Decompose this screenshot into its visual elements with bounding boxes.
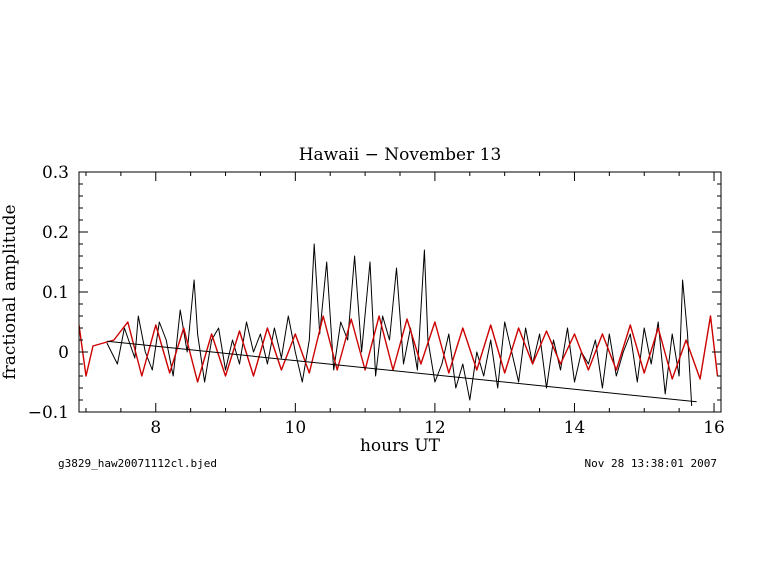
footer-timestamp: Nov 28 13:38:01 2007 — [585, 457, 717, 470]
x-tick-label: 16 — [703, 418, 725, 438]
y-axis-label: fractional amplitude — [0, 204, 20, 379]
axis-ticks: 8 10 12 14 16 −0.1 0 0.1 0.2 0.3 — [28, 163, 725, 438]
footer-filename: g3829_haw20071112cl.bjed — [58, 457, 217, 470]
y-tick-label: 0.1 — [42, 283, 69, 303]
y-tick-label: −0.1 — [28, 403, 69, 423]
x-tick-label: 8 — [150, 418, 161, 438]
series-line-smooth-fit — [79, 315, 719, 383]
chart-title: Hawaii − November 13 — [299, 145, 502, 165]
series-line-trend-line — [106, 340, 697, 403]
x-tick-label: 14 — [564, 418, 586, 438]
y-tick-label: 0 — [58, 343, 69, 363]
x-axis-label: hours UT — [360, 436, 441, 456]
y-tick-label: 0.2 — [42, 223, 69, 243]
series-line-noisy-data — [106, 243, 693, 407]
plot-area — [79, 243, 719, 407]
y-tick-label: 0.3 — [42, 163, 69, 183]
x-tick-label: 12 — [424, 418, 446, 438]
x-tick-label: 10 — [285, 418, 307, 438]
